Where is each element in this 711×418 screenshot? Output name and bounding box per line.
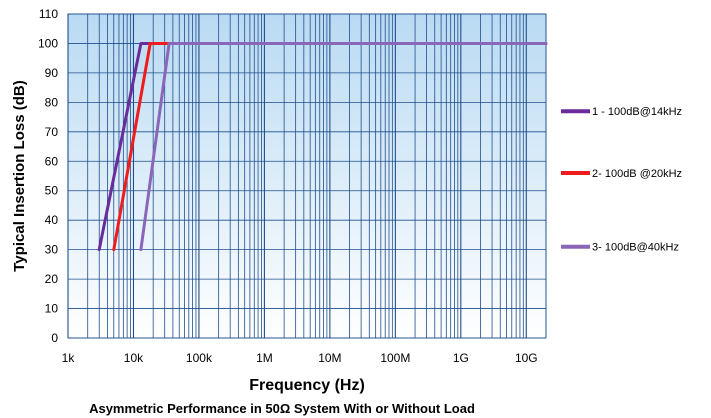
y-tick-label: 30 xyxy=(45,243,59,257)
y-tick-label: 10 xyxy=(45,302,59,316)
y-tick-label: 60 xyxy=(45,154,59,168)
x-tick-label: 100k xyxy=(186,351,213,365)
y-tick-labels: 0 10 20 30 40 50 60 70 80 90 100 110 xyxy=(38,7,58,345)
legend-label: 2- 100dB @20kHz xyxy=(592,168,682,180)
legend-label: 1 - 100dB@14kHz xyxy=(592,106,682,118)
y-tick-label: 110 xyxy=(39,7,58,21)
y-tick-label: 0 xyxy=(51,331,58,345)
y-tick-label: 50 xyxy=(45,184,59,198)
x-tick-label: 10M xyxy=(318,351,341,365)
x-tick-label: 1G xyxy=(453,351,469,365)
x-tick-labels: 1k 10k 100k 1M 10M 100M 1G 10G xyxy=(62,351,538,365)
y-tick-label: 90 xyxy=(45,66,59,80)
y-tick-label: 40 xyxy=(45,213,59,227)
x-tick-label: 1M xyxy=(256,351,273,365)
x-tick-label: 100M xyxy=(380,351,410,365)
y-tick-label: 70 xyxy=(45,125,59,139)
x-axis-title: Frequency (Hz) xyxy=(249,377,365,394)
series-line xyxy=(139,42,548,252)
x-tick-label: 10G xyxy=(515,351,538,365)
plot-area xyxy=(67,13,547,339)
y-axis-title: Typical Insertion Loss (dB) xyxy=(11,80,28,271)
series-lines xyxy=(97,42,548,252)
y-tick-label: 20 xyxy=(45,272,59,286)
x-tick-label: 1k xyxy=(62,351,76,365)
y-tick-label: 80 xyxy=(45,95,59,109)
x-tick-label: 10k xyxy=(124,351,144,365)
legend: 1 - 100dB@14kHz 2- 100dB @20kHz 3- 100dB@4… xyxy=(561,106,682,254)
legend-label: 3- 100dB@40kHz xyxy=(592,242,679,254)
chart-caption: Asymmetric Performance in 50Ω System Wit… xyxy=(89,401,475,416)
y-tick-label: 100 xyxy=(38,36,58,50)
